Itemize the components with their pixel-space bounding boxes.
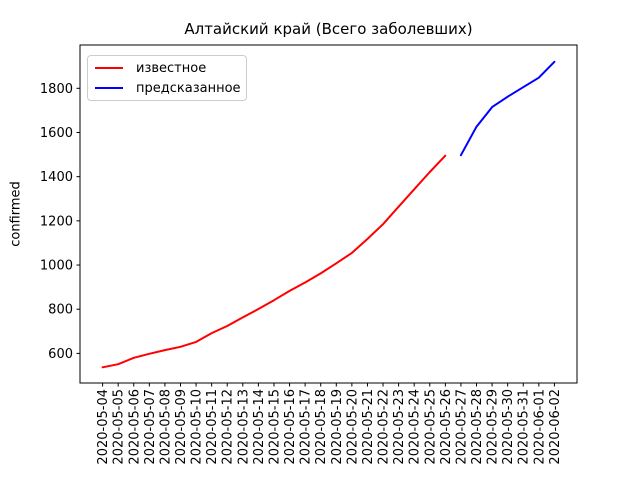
y-axis-label: confirmed [8, 181, 24, 247]
x-tick-label: 2020-06-01 [532, 389, 547, 465]
chart-title: Алтайский край (Всего заболевших) [184, 20, 473, 38]
y-tick-label: 1000 [40, 259, 73, 274]
x-tick-label: 2020-05-18 [314, 389, 329, 465]
legend-item-predicted: предсказанное [95, 78, 241, 98]
x-tick-label: 2020-05-07 [143, 389, 158, 465]
legend-label-known: известное [136, 60, 207, 76]
x-tick-label: 2020-05-21 [361, 389, 376, 465]
y-tick-label: 1600 [40, 126, 73, 141]
x-tick-label: 2020-05-08 [158, 389, 173, 465]
known-series-line [101, 154, 447, 369]
x-tick-label: 2020-05-26 [439, 389, 454, 465]
x-tick-label: 2020-05-09 [174, 389, 189, 465]
x-tick-label: 2020-05-28 [470, 389, 485, 465]
predicted-series-line [459, 60, 556, 157]
y-tick-label: 1200 [40, 214, 73, 229]
x-tick-label: 2020-05-24 [408, 389, 423, 465]
x-tick-label: 2020-05-20 [345, 389, 360, 465]
x-tick-label: 2020-06-02 [548, 389, 563, 465]
x-tick-label: 2020-05-04 [96, 389, 111, 465]
x-tick-label: 2020-05-14 [252, 389, 267, 465]
x-tick-label: 2020-05-31 [517, 389, 532, 465]
x-tick-label: 2020-05-15 [267, 389, 282, 465]
x-tick-label: 2020-05-16 [283, 389, 298, 465]
x-tick-label: 2020-05-22 [377, 389, 392, 465]
x-tick-label: 2020-05-10 [190, 389, 205, 465]
x-tick-label: 2020-05-19 [330, 389, 345, 465]
y-tick-label: 1400 [40, 170, 73, 185]
x-tick-label: 2020-05-05 [112, 389, 127, 465]
x-tick-label: 2020-05-27 [454, 389, 469, 465]
x-tick-label: 2020-05-25 [423, 389, 438, 465]
x-tick-label: 2020-05-29 [486, 389, 501, 465]
legend: известное предсказанное [87, 55, 247, 101]
x-tick-label: 2020-05-13 [236, 389, 251, 465]
x-tick-label: 2020-05-12 [221, 389, 236, 465]
legend-label-predicted: предсказанное [136, 80, 241, 96]
x-tick-label: 2020-05-06 [127, 389, 142, 465]
legend-item-known: известное [95, 58, 238, 78]
y-tick-label: 600 [48, 347, 73, 362]
red-line-swatch-icon [95, 67, 123, 69]
blue-line-swatch-icon [95, 87, 123, 89]
x-tick-label: 2020-05-11 [205, 389, 220, 465]
y-tick-label: 800 [48, 303, 73, 318]
x-tick-label: 2020-05-23 [392, 389, 407, 465]
y-tick-label: 1800 [40, 82, 73, 97]
x-tick-label: 2020-05-17 [299, 389, 314, 465]
x-tick-label: 2020-05-30 [501, 389, 516, 465]
plot-frame [79, 44, 578, 384]
